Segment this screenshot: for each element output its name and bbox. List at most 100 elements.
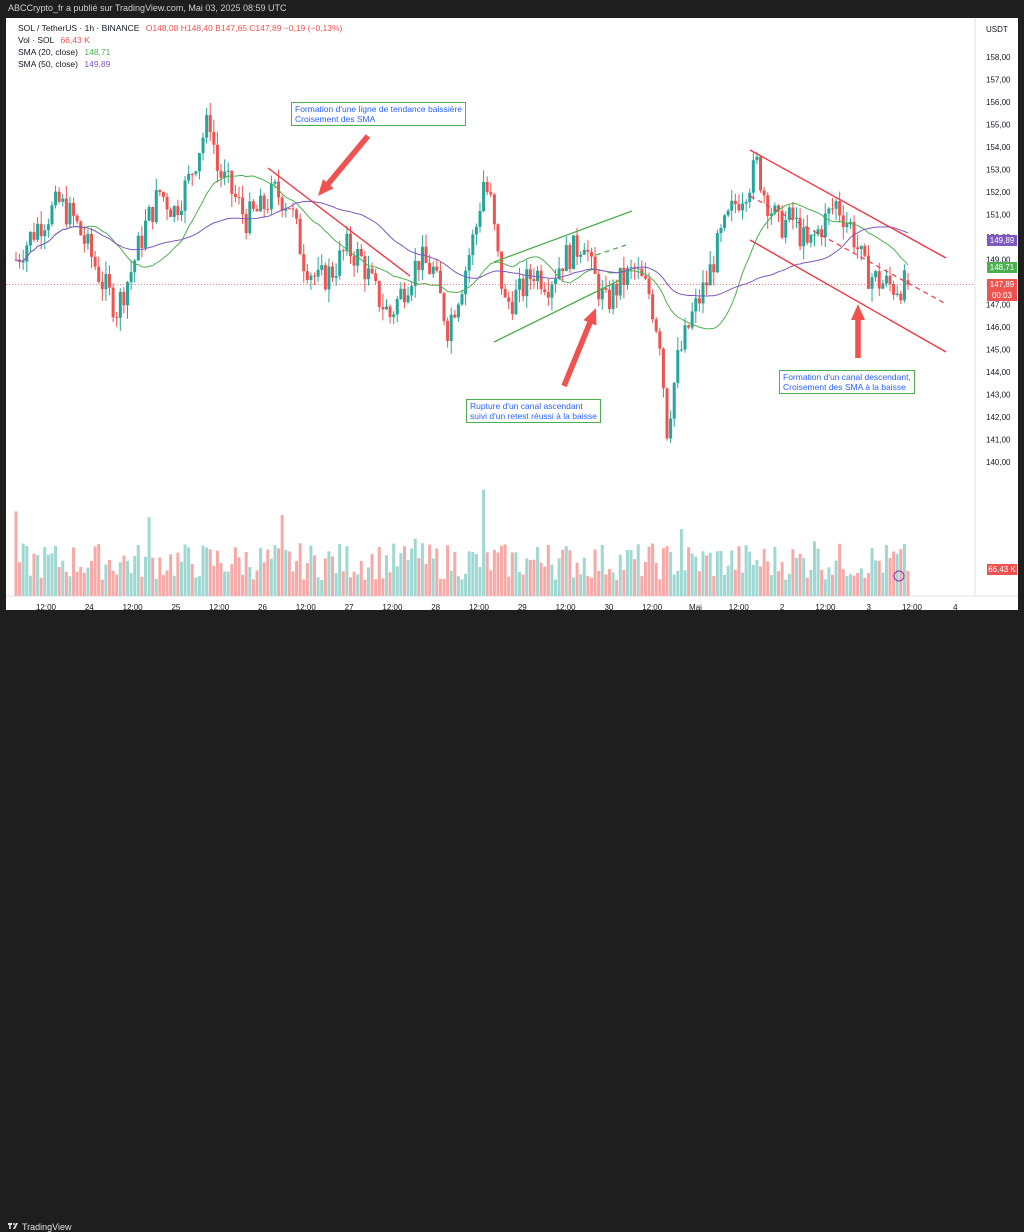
candle-body (43, 230, 47, 237)
legend-sma20[interactable]: SMA (20, close) 148,71 (18, 47, 110, 57)
volume-bar (197, 576, 201, 596)
volume-bar (154, 579, 158, 596)
volume-bar (161, 574, 165, 596)
annotation-descending-channel[interactable]: Formation d'un canal descendant, Croisem… (779, 370, 915, 394)
descending-channel-mid (749, 195, 947, 305)
volume-bar (895, 553, 899, 596)
candle-body (615, 283, 619, 296)
annotation-ascending-channel[interactable]: Rupture d'un canal ascendant suivi d'un … (466, 399, 601, 423)
y-tick-label: 151,00 (986, 211, 1011, 220)
volume-bar (269, 558, 273, 596)
candle-body (510, 301, 514, 315)
volume-bar (492, 549, 496, 596)
candle-body (687, 325, 691, 328)
candle-body (428, 262, 432, 274)
legend-sma20-value: 148,71 (84, 47, 111, 57)
candle-body (830, 208, 834, 210)
volume-bar (424, 564, 428, 596)
candle-body (496, 224, 500, 252)
y-tick-label: 153,00 (986, 166, 1011, 175)
volume-bar (874, 560, 878, 596)
volume-bar (46, 554, 50, 596)
volume-bar (593, 549, 597, 596)
candle-body (223, 171, 227, 178)
volume-bar (582, 557, 586, 596)
volume-bar (313, 555, 317, 596)
volume-bar (118, 562, 122, 596)
y-tick-label: 149,00 (986, 256, 1011, 265)
candle-body (262, 195, 266, 209)
y-tick-label: 144,00 (986, 368, 1011, 377)
candle-body (856, 247, 860, 250)
candle-body (741, 203, 745, 211)
volume-bar (845, 576, 849, 596)
candle-body (823, 213, 827, 238)
candle-body (841, 215, 845, 228)
candle-body (622, 267, 626, 286)
volume-bar (104, 564, 108, 596)
price-chart[interactable]: USDT 140,00 141,00 142,00 143,00 144,00 145,00… (6, 18, 1018, 610)
volume-bar (341, 571, 345, 596)
legend-symbol[interactable]: SOL / TetherUS · 1h · BINANCE O148,08 H1… (18, 23, 342, 33)
ascending-channel-upper (493, 210, 633, 263)
candle-body (611, 283, 615, 310)
volume-bar (205, 547, 209, 596)
volume-bar (791, 549, 795, 596)
volume-bar (802, 558, 806, 596)
volume-bar (586, 576, 590, 596)
legend-volume[interactable]: Vol · SOL 66,43 K (18, 35, 90, 45)
candle-body (241, 197, 245, 215)
candle-body (554, 278, 558, 285)
volume-bar (158, 557, 162, 596)
volume-bar (212, 565, 216, 596)
candle-body (701, 282, 705, 304)
volume-bar (273, 545, 277, 596)
volume-bar (568, 550, 572, 596)
lightning-icon[interactable] (893, 570, 905, 582)
annotation-trendline-line1: Formation d'une ligne de tendance baissi… (295, 104, 463, 114)
descending-channel-upper (749, 149, 947, 259)
candle-body (233, 193, 237, 198)
candle-body (676, 350, 680, 383)
candle-body (838, 201, 842, 216)
volume-bar (356, 574, 360, 596)
candle-body (733, 200, 737, 205)
candle-body (359, 249, 363, 257)
volume-bar (679, 529, 683, 596)
volume-bar (856, 572, 860, 596)
volume-bar (705, 555, 709, 596)
candle-body (327, 266, 331, 290)
candle-body (464, 270, 468, 295)
volume-bar (777, 571, 781, 596)
candle-body (647, 278, 651, 295)
candle-body (136, 235, 140, 261)
volume-bar (733, 569, 737, 596)
legend-vol-value: 66,43 K (60, 35, 90, 45)
volume-bar (413, 538, 417, 596)
x-tick-label: 26 (258, 603, 267, 610)
candle-body (402, 288, 406, 303)
sma50-price-tag: 149,89 (987, 235, 1017, 246)
volume-bar (57, 567, 61, 596)
candle-body (582, 249, 586, 255)
candle-body (579, 254, 583, 257)
candle-body (456, 304, 460, 318)
volume-bar (712, 575, 716, 596)
x-tick-label: 3 (866, 603, 871, 610)
volume-bar (115, 574, 119, 596)
candle-body (226, 170, 230, 172)
annotation-trendline[interactable]: Formation d'une ligne de tendance baissi… (291, 102, 467, 126)
x-tick-label: 25 (171, 603, 180, 610)
legend-sma50[interactable]: SMA (50, close) 149,89 (18, 59, 110, 69)
candle-body (54, 191, 58, 206)
volume-bar (827, 567, 831, 596)
annotation-descending-line1: Formation d'un canal descendant, (783, 372, 911, 382)
volume-bar (812, 541, 816, 596)
volume-bar (241, 574, 245, 596)
volume-bar (715, 551, 719, 596)
y-tick-label: 146,00 (986, 323, 1011, 332)
volume-bar (417, 557, 421, 596)
candle-body (798, 218, 802, 247)
x-tick-label: 12:00 (642, 603, 663, 610)
chart-frame[interactable]: USDT 140,00 141,00 142,00 143,00 144,00 145,00… (6, 18, 1018, 628)
